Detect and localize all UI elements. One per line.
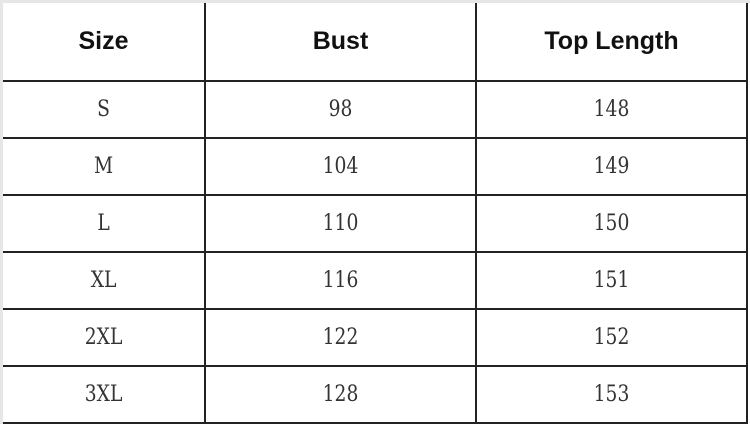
top-length-cell: 152	[496, 309, 728, 367]
table-row: XL 116 151	[3, 252, 747, 310]
bust-cell: 98	[225, 81, 457, 139]
bust-cell: 128	[225, 366, 457, 424]
bust-cell: 116	[225, 252, 457, 310]
top-length-cell: 148	[496, 81, 728, 139]
table-row: L 110 150	[3, 195, 747, 253]
size-cell: XL	[18, 252, 191, 310]
top-length-cell: 153	[496, 366, 728, 424]
header-bust: Bust	[205, 3, 477, 82]
header-size: Size	[3, 3, 206, 82]
top-length-cell: 150	[496, 195, 728, 253]
size-cell: 2XL	[18, 309, 191, 367]
table-row: 2XL 122 152	[3, 309, 747, 367]
top-length-cell: 151	[496, 252, 728, 310]
table-row: M 104 149	[3, 138, 747, 196]
bust-cell: 122	[225, 309, 457, 367]
size-chart-table: Size Bust Top Length S 98 148 M 104 149 L 110 15…	[3, 3, 748, 424]
header-row: Size Bust Top Length	[3, 3, 748, 82]
size-cell: M	[18, 138, 191, 196]
table-row: S 98 148	[3, 81, 747, 139]
size-cell: 3XL	[18, 366, 191, 424]
bust-cell: 110	[225, 195, 457, 253]
top-length-cell: 149	[496, 138, 728, 196]
size-cell: S	[18, 81, 191, 139]
table-row: 3XL 128 153	[3, 366, 747, 424]
size-cell: L	[18, 195, 191, 253]
bust-cell: 104	[225, 138, 457, 196]
header-top-length: Top Length	[476, 3, 748, 82]
